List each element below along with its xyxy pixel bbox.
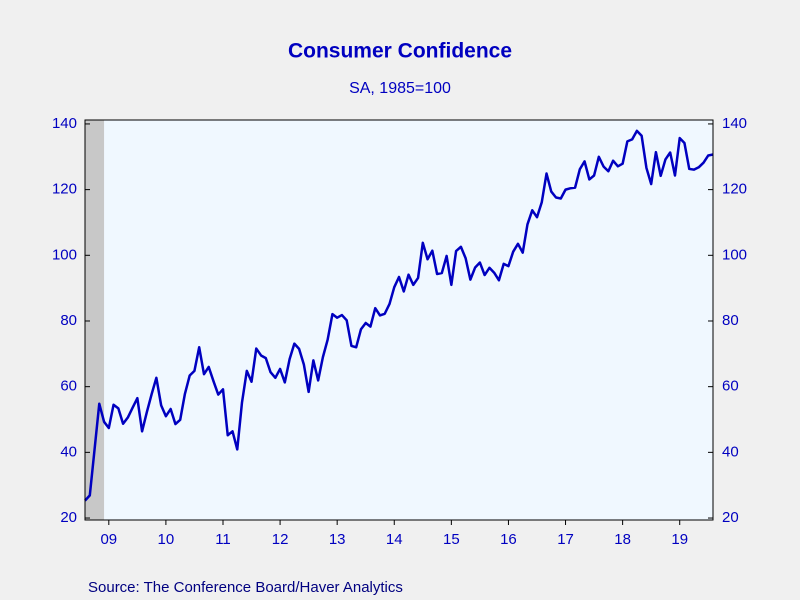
y-tick-label: 40 [60, 443, 77, 460]
x-tick-label: 11 [215, 531, 231, 548]
x-tick-label: 14 [386, 531, 403, 548]
chart-subtitle: SA, 1985=100 [349, 80, 451, 97]
x-tick-label: 10 [158, 531, 175, 548]
y2-tick-label: 140 [722, 115, 747, 132]
y-tick-label: 120 [52, 181, 77, 198]
x-tick-label: 15 [443, 531, 460, 548]
x-tick-label: 09 [100, 531, 117, 548]
y2-tick-label: 120 [722, 181, 747, 198]
x-tick-label: 18 [614, 531, 631, 548]
y-tick-label: 140 [52, 115, 77, 132]
y2-tick-label: 40 [722, 443, 739, 460]
y2-tick-label: 100 [722, 246, 747, 263]
y2-tick-label: 60 [722, 378, 739, 395]
y-tick-label: 80 [60, 312, 77, 329]
x-tick-label: 13 [329, 531, 346, 548]
y-tick-label: 20 [60, 509, 77, 526]
plot-area [85, 120, 713, 520]
x-tick-label: 12 [272, 531, 289, 548]
source-note: Source: The Conference Board/Haver Analy… [88, 579, 403, 596]
chart-title: Consumer Confidence [288, 40, 512, 63]
recession-shading [85, 120, 105, 520]
x-tick-label: 16 [500, 531, 517, 548]
line-series [84, 129, 714, 502]
y-tick-label: 100 [52, 246, 77, 263]
y2-tick-label: 20 [722, 509, 739, 526]
y2-tick-label: 80 [722, 312, 739, 329]
x-tick-label: 17 [557, 531, 574, 548]
plot-border [84, 119, 714, 521]
x-tick-label: 19 [671, 531, 688, 548]
y-tick-label: 60 [60, 378, 77, 395]
